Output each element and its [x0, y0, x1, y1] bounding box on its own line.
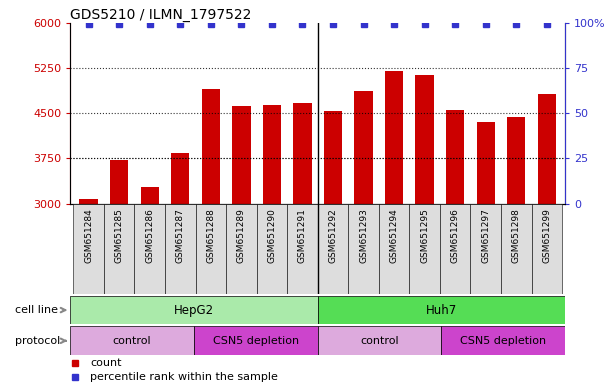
Bar: [507, 117, 525, 204]
Bar: [202, 89, 220, 204]
Text: protocol: protocol: [15, 336, 66, 346]
Bar: [232, 106, 251, 204]
Text: GSM651291: GSM651291: [298, 208, 307, 263]
Bar: [104, 204, 134, 294]
Text: GSM651297: GSM651297: [481, 208, 490, 263]
Bar: [287, 204, 318, 294]
Text: control: control: [360, 336, 399, 346]
Text: GSM651285: GSM651285: [115, 208, 123, 263]
Bar: [263, 105, 281, 204]
Bar: [348, 204, 379, 294]
Bar: [226, 204, 257, 294]
Text: control: control: [113, 336, 152, 346]
Bar: [318, 326, 442, 355]
Bar: [70, 296, 318, 324]
Text: percentile rank within the sample: percentile rank within the sample: [90, 372, 278, 382]
Bar: [73, 204, 104, 294]
Text: GSM651284: GSM651284: [84, 208, 93, 263]
Bar: [194, 326, 318, 355]
Bar: [538, 94, 556, 204]
Text: cell line: cell line: [15, 305, 65, 315]
Bar: [134, 204, 165, 294]
Text: Huh7: Huh7: [426, 304, 457, 316]
Bar: [196, 204, 226, 294]
Bar: [110, 160, 128, 204]
Text: GSM651298: GSM651298: [512, 208, 521, 263]
Text: GSM651294: GSM651294: [390, 208, 398, 263]
Bar: [70, 326, 194, 355]
Text: GSM651292: GSM651292: [329, 208, 337, 263]
Bar: [324, 111, 342, 204]
Bar: [440, 204, 470, 294]
Bar: [385, 71, 403, 204]
Text: GDS5210 / ILMN_1797522: GDS5210 / ILMN_1797522: [70, 8, 252, 22]
Bar: [79, 199, 98, 204]
Bar: [532, 204, 562, 294]
Bar: [141, 187, 159, 204]
Text: GSM651295: GSM651295: [420, 208, 429, 263]
Bar: [446, 110, 464, 204]
Text: GSM651293: GSM651293: [359, 208, 368, 263]
Text: CSN5 depletion: CSN5 depletion: [460, 336, 546, 346]
Bar: [379, 204, 409, 294]
Bar: [165, 204, 196, 294]
Bar: [354, 91, 373, 204]
Bar: [415, 75, 434, 204]
Text: GSM651286: GSM651286: [145, 208, 154, 263]
Text: GSM651296: GSM651296: [451, 208, 459, 263]
Bar: [318, 204, 348, 294]
Bar: [470, 204, 501, 294]
Bar: [409, 204, 440, 294]
Bar: [501, 204, 532, 294]
Bar: [293, 103, 312, 204]
Text: GSM651290: GSM651290: [268, 208, 276, 263]
Text: CSN5 depletion: CSN5 depletion: [213, 336, 299, 346]
Text: GSM651299: GSM651299: [543, 208, 551, 263]
Bar: [257, 204, 287, 294]
Text: GSM651289: GSM651289: [237, 208, 246, 263]
Text: GSM651288: GSM651288: [207, 208, 215, 263]
Text: count: count: [90, 358, 122, 368]
Bar: [477, 122, 495, 204]
Text: GSM651287: GSM651287: [176, 208, 185, 263]
Bar: [318, 296, 565, 324]
Text: HepG2: HepG2: [174, 304, 214, 316]
Bar: [442, 326, 565, 355]
Bar: [171, 153, 189, 204]
